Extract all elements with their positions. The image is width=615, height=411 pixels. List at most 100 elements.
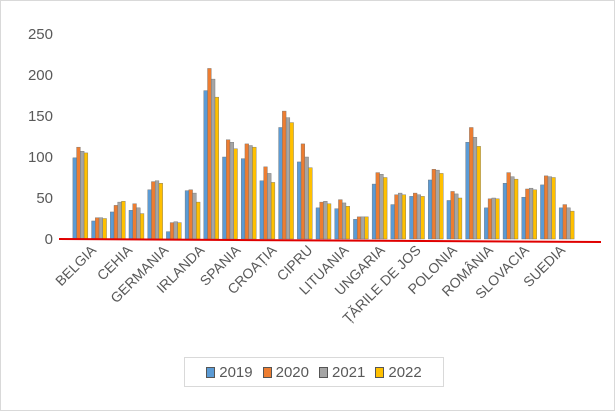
bar-2021 xyxy=(547,176,552,240)
bar-2020 xyxy=(151,181,156,240)
bar-2020 xyxy=(113,205,118,240)
bar-2022 xyxy=(102,218,107,240)
bar-2021 xyxy=(154,180,160,240)
bar-2022 xyxy=(551,177,556,240)
bar-2021 xyxy=(98,217,103,240)
bar-2020 xyxy=(282,110,287,240)
bar-2022 xyxy=(177,222,182,240)
bar-2019 xyxy=(240,158,246,240)
bar-2019 xyxy=(128,210,133,240)
bar-2020 xyxy=(394,194,399,240)
bar-2021 xyxy=(435,169,440,240)
bar-2021 xyxy=(267,173,272,240)
bar-2019 xyxy=(409,196,414,240)
bar-2021 xyxy=(136,207,141,240)
bar-2019 xyxy=(72,157,77,240)
bar-2020 xyxy=(338,199,343,240)
bar-2019 xyxy=(297,161,302,240)
bar-2020 xyxy=(544,175,549,240)
bar-2022 xyxy=(364,216,369,240)
bar-2020 xyxy=(431,169,436,240)
bar-2020 xyxy=(469,127,474,240)
bar-2021 xyxy=(192,192,197,240)
bar-2019 xyxy=(203,90,208,240)
bar-2020 xyxy=(525,188,530,240)
x-category-label: BELGIA xyxy=(52,241,100,289)
bar-2021 xyxy=(304,156,309,240)
bar-2021 xyxy=(379,174,384,240)
bar-2020 xyxy=(413,192,418,240)
bar-2021 xyxy=(229,142,234,240)
bar-2019 xyxy=(259,180,264,240)
bar-2022 xyxy=(252,146,257,240)
bar-2022 xyxy=(327,203,332,240)
bar-2019 xyxy=(91,220,96,240)
bar-2020 xyxy=(169,222,175,240)
bar-2022 xyxy=(139,213,145,240)
bar-2019 xyxy=(428,179,433,240)
legend-swatch-2019 xyxy=(206,366,216,378)
bar-2021 xyxy=(529,187,534,240)
bar-2019 xyxy=(315,207,320,240)
legend-item-2019: 2019 xyxy=(206,363,253,381)
bar-2022 xyxy=(289,122,294,240)
bar-2020 xyxy=(375,172,380,240)
bar-2019 xyxy=(353,219,358,240)
y-tick-label: 0 xyxy=(45,231,53,248)
bar-2021 xyxy=(454,193,459,240)
y-tick-label: 200 xyxy=(28,67,53,84)
bar-2021 xyxy=(80,151,85,240)
legend-swatch-2020 xyxy=(262,366,272,378)
bar-2021 xyxy=(342,202,347,240)
legend-label-2019: 2019 xyxy=(219,363,253,381)
bar-2020 xyxy=(300,143,305,240)
legend-item-2021: 2021 xyxy=(319,364,365,381)
bar-2021 xyxy=(117,201,122,240)
legend: 2019 2020 2021 2022 xyxy=(184,357,444,387)
bar-2021 xyxy=(211,78,216,240)
x-axis-line xyxy=(58,238,602,243)
legend-label-2020: 2020 xyxy=(275,363,309,381)
legend-label-2022: 2022 xyxy=(388,363,422,381)
legend-item-2022: 2022 xyxy=(375,363,422,381)
bar-2022 xyxy=(420,196,425,240)
bar-2022 xyxy=(345,205,350,240)
legend-swatch-2022 xyxy=(375,366,385,378)
bar-2019 xyxy=(222,156,227,240)
bar-2019 xyxy=(521,196,526,240)
bar-2019 xyxy=(446,200,451,240)
bar-2022 xyxy=(196,201,201,240)
bar-2021 xyxy=(398,192,403,240)
bar-2022 xyxy=(570,210,575,240)
bar-2022 xyxy=(532,189,537,240)
bar-2022 xyxy=(401,194,406,240)
bar-2021 xyxy=(360,216,365,240)
bar-2022 xyxy=(457,197,463,240)
bar-2022 xyxy=(476,146,481,240)
bar-2022 xyxy=(158,183,163,240)
bar-2020 xyxy=(506,172,511,240)
bar-2020 xyxy=(319,201,324,240)
bar-2019 xyxy=(147,189,152,240)
bar-2021 xyxy=(416,194,421,240)
bar-2022 xyxy=(83,152,89,240)
legend-label-2021: 2021 xyxy=(332,363,366,381)
bar-2020 xyxy=(226,139,231,240)
y-tick-label: 100 xyxy=(28,149,53,166)
bar-2022 xyxy=(233,148,238,240)
bar-2020 xyxy=(487,198,493,240)
bar-2020 xyxy=(188,189,193,240)
bar-2019 xyxy=(502,183,507,240)
bar-2022 xyxy=(308,167,313,240)
bar-2020 xyxy=(356,216,362,240)
legend-swatch-2021 xyxy=(319,366,328,378)
bar-2020 xyxy=(562,204,567,240)
bar-2020 xyxy=(207,68,212,240)
bar-2019 xyxy=(278,127,283,240)
bar-2020 xyxy=(95,217,100,240)
y-tick-label: 150 xyxy=(28,108,53,125)
bar-2021 xyxy=(491,197,496,240)
bar-2019 xyxy=(484,207,489,240)
bar-2019 xyxy=(465,142,470,240)
